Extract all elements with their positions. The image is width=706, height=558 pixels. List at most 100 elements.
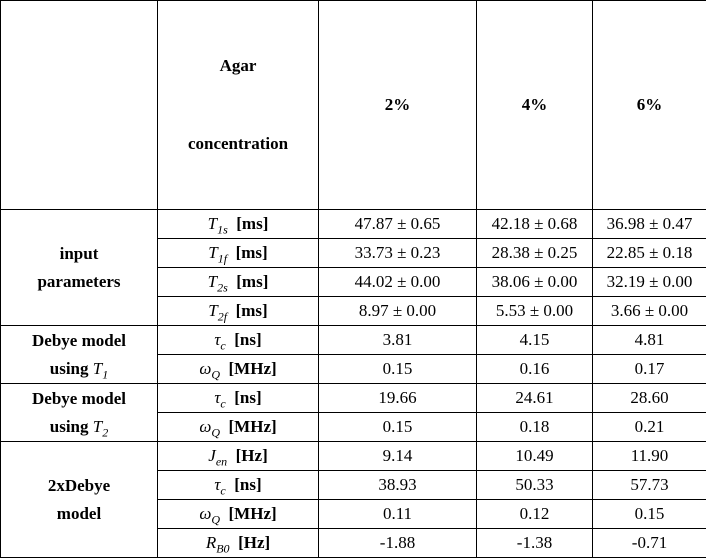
label-line: input bbox=[5, 240, 153, 268]
subscript: Q bbox=[211, 512, 220, 526]
symbol: ω bbox=[199, 359, 211, 378]
parameter-cell: T2s [ms] bbox=[158, 268, 319, 297]
value-cell: 42.18 ± 0.68 bbox=[477, 210, 593, 239]
value-cell: 36.98 ± 0.47 bbox=[593, 210, 706, 239]
label-line: 2xDebye bbox=[5, 472, 153, 500]
spacer bbox=[220, 359, 229, 378]
corner-cell bbox=[1, 1, 158, 210]
value-cell: 0.11 bbox=[319, 500, 477, 529]
math-symbol: ωQ bbox=[199, 504, 220, 523]
math-symbol: T2 bbox=[93, 417, 108, 436]
value-cell: 33.73 ± 0.23 bbox=[319, 239, 477, 268]
subscript: en bbox=[216, 454, 227, 468]
unit: [ns] bbox=[234, 475, 261, 494]
spacer bbox=[226, 475, 235, 494]
unit: [ns] bbox=[234, 388, 261, 407]
value-cell: 10.49 bbox=[477, 442, 593, 471]
value-cell: 19.66 bbox=[319, 384, 477, 413]
value-cell: 38.06 ± 0.00 bbox=[477, 268, 593, 297]
label-line: using T1 bbox=[5, 355, 153, 383]
value-cell: 0.15 bbox=[319, 355, 477, 384]
math-symbol: RB0 bbox=[206, 533, 230, 552]
header-text: Agar bbox=[162, 53, 314, 79]
value-cell: 24.61 bbox=[477, 384, 593, 413]
value-cell: 0.12 bbox=[477, 500, 593, 529]
math-symbol: τc bbox=[214, 330, 225, 349]
symbol: T bbox=[208, 243, 217, 262]
group-label: input parameters bbox=[1, 210, 158, 326]
label-text: Debye model bbox=[32, 331, 126, 350]
label-line: Debye model bbox=[5, 327, 153, 355]
label-line: model bbox=[5, 500, 153, 528]
spacer bbox=[220, 504, 229, 523]
unit: [Hz] bbox=[238, 533, 270, 552]
symbol: T bbox=[93, 417, 102, 436]
header-cell: 2% bbox=[319, 1, 477, 210]
unit: [ms] bbox=[236, 214, 268, 233]
group-label: Debye model using T2 bbox=[1, 384, 158, 442]
math-symbol: ωQ bbox=[199, 417, 220, 436]
value-cell: 28.60 bbox=[593, 384, 706, 413]
subscript: 1f bbox=[218, 251, 227, 265]
spacer bbox=[227, 301, 236, 320]
spacer bbox=[227, 446, 236, 465]
parameter-cell: τc [ns] bbox=[158, 326, 319, 355]
unit: [ms] bbox=[236, 301, 268, 320]
parameter-cell: ωQ [MHz] bbox=[158, 500, 319, 529]
value-cell: 28.38 ± 0.25 bbox=[477, 239, 593, 268]
unit: [MHz] bbox=[229, 417, 277, 436]
header-cell: Agar concentration bbox=[158, 1, 319, 210]
label-text: Debye model bbox=[32, 389, 126, 408]
value-cell: 5.53 ± 0.00 bbox=[477, 297, 593, 326]
symbol: T bbox=[208, 301, 217, 320]
subscript: B0 bbox=[216, 541, 229, 555]
math-symbol: T1s bbox=[208, 214, 228, 233]
subscript: 2f bbox=[218, 309, 227, 323]
value-cell: 0.15 bbox=[593, 500, 706, 529]
math-symbol: T1f bbox=[208, 243, 227, 262]
math-symbol: T2s bbox=[208, 272, 228, 291]
symbol: T bbox=[208, 272, 217, 291]
parameter-cell: ωQ [MHz] bbox=[158, 413, 319, 442]
value-cell: 47.87 ± 0.65 bbox=[319, 210, 477, 239]
parameter-cell: T1s [ms] bbox=[158, 210, 319, 239]
value-cell: 4.81 bbox=[593, 326, 706, 355]
unit: [MHz] bbox=[229, 504, 277, 523]
spacer bbox=[227, 243, 236, 262]
value-cell: 0.17 bbox=[593, 355, 706, 384]
value-cell: 3.66 ± 0.00 bbox=[593, 297, 706, 326]
parameter-cell: T1f [ms] bbox=[158, 239, 319, 268]
label-text: model bbox=[57, 504, 101, 523]
symbol: T bbox=[93, 359, 102, 378]
value-cell: 0.15 bbox=[319, 413, 477, 442]
label-text: 2xDebye bbox=[48, 476, 110, 495]
value-cell: 38.93 bbox=[319, 471, 477, 500]
spacer bbox=[220, 417, 229, 436]
value-cell: 3.81 bbox=[319, 326, 477, 355]
parameter-cell: T2f [ms] bbox=[158, 297, 319, 326]
parameter-cell: RB0 [Hz] bbox=[158, 529, 319, 558]
label-text: using bbox=[50, 417, 93, 436]
unit: [ms] bbox=[236, 243, 268, 262]
subscript: 2s bbox=[217, 280, 228, 294]
symbol: ω bbox=[199, 504, 211, 523]
symbol: J bbox=[208, 446, 216, 465]
value-cell: 0.18 bbox=[477, 413, 593, 442]
unit: [MHz] bbox=[229, 359, 277, 378]
symbol: ω bbox=[199, 417, 211, 436]
value-cell: 9.14 bbox=[319, 442, 477, 471]
header-text: concentration bbox=[162, 131, 314, 157]
value-cell: 4.15 bbox=[477, 326, 593, 355]
unit: [ns] bbox=[234, 330, 261, 349]
label-text: parameters bbox=[37, 272, 120, 291]
value-cell: 32.19 ± 0.00 bbox=[593, 268, 706, 297]
unit: [Hz] bbox=[236, 446, 268, 465]
label-text: input bbox=[60, 244, 99, 263]
